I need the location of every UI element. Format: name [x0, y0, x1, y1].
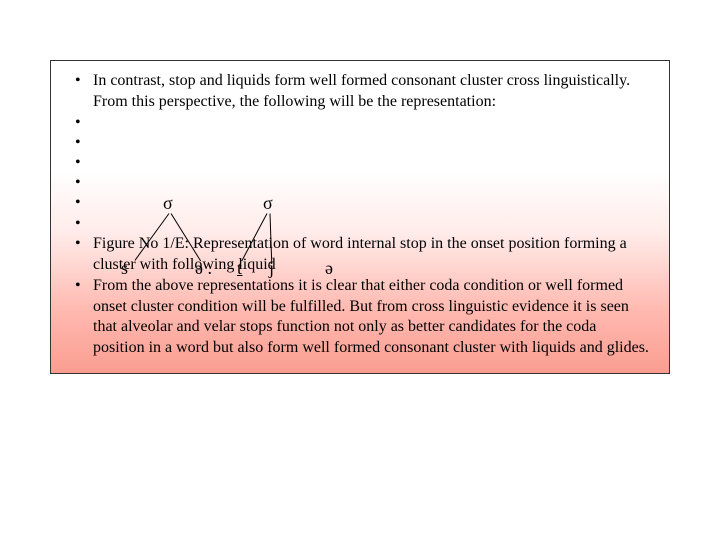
content-box: In contrast, stop and liquids form well …	[50, 60, 670, 374]
bullet-empty-1	[69, 113, 651, 133]
syllable-tree-diagram: σ σ s ǝ . ṯ j ǝ	[115, 193, 375, 279]
bullet-sigma-row: .	[69, 133, 651, 154]
branch-1b	[171, 213, 202, 261]
branch-2b	[270, 213, 273, 261]
bullet-empty-3	[69, 173, 651, 193]
branch-2a	[241, 213, 267, 261]
branch-1a	[135, 213, 170, 261]
bullet-empty-2	[69, 153, 651, 173]
leaf-schwa-2: ǝ	[325, 258, 333, 279]
sigma-node-1: σ	[163, 193, 173, 214]
sigma-node-2: σ	[263, 193, 273, 214]
bullet-intro: In contrast, stop and liquids form well …	[69, 71, 651, 113]
leaf-s: s	[121, 258, 128, 279]
bullet-explanation: From the above representations it is cle…	[69, 276, 651, 359]
leaf-schwa-1: ǝ .	[195, 258, 212, 279]
